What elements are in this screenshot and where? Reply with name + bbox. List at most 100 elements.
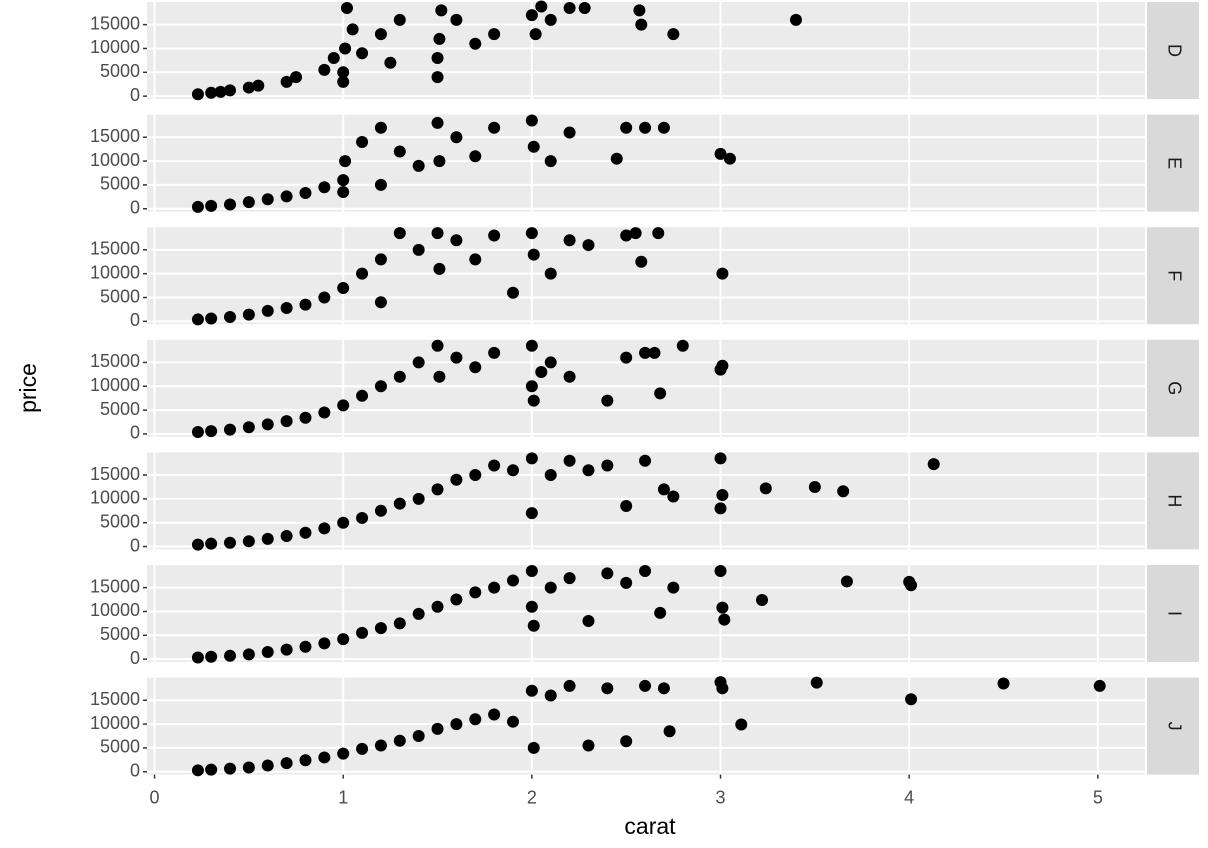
x-axis-title: carat xyxy=(624,813,676,839)
point xyxy=(905,579,918,592)
panel-background xyxy=(147,227,1145,325)
point xyxy=(191,538,204,551)
point xyxy=(525,507,538,520)
point xyxy=(393,734,406,747)
point xyxy=(654,606,667,619)
point xyxy=(714,452,727,465)
y-tick-label: 0 xyxy=(130,760,140,780)
point xyxy=(393,13,406,26)
point xyxy=(337,75,350,88)
y-tick-label: 0 xyxy=(130,310,140,330)
point xyxy=(299,411,312,424)
point xyxy=(563,454,576,467)
point xyxy=(412,356,425,369)
point xyxy=(525,227,538,240)
point xyxy=(318,751,331,764)
point xyxy=(205,199,218,212)
point xyxy=(620,735,633,748)
point xyxy=(544,581,557,594)
y-tick-label: 15000 xyxy=(90,351,140,371)
point xyxy=(431,227,444,240)
point xyxy=(525,600,538,613)
panel-background xyxy=(147,452,1145,550)
point xyxy=(280,301,293,314)
point xyxy=(527,140,540,153)
point xyxy=(280,530,293,543)
point xyxy=(374,504,387,517)
point xyxy=(450,718,463,731)
y-tick-label: 10000 xyxy=(90,262,140,282)
y-tick-label: 15000 xyxy=(90,689,140,709)
point xyxy=(469,713,482,726)
point xyxy=(337,399,350,412)
point xyxy=(393,227,406,240)
point xyxy=(337,66,350,79)
point xyxy=(450,593,463,606)
point xyxy=(337,633,350,646)
point xyxy=(544,689,557,702)
point xyxy=(563,1,576,14)
point xyxy=(205,425,218,438)
point xyxy=(374,622,387,635)
panel-background xyxy=(147,2,1145,99)
point xyxy=(620,576,633,589)
point xyxy=(280,415,293,428)
point xyxy=(393,370,406,383)
point xyxy=(450,234,463,247)
point xyxy=(529,28,542,41)
strip-text: J xyxy=(1164,722,1184,731)
point xyxy=(299,187,312,200)
point xyxy=(356,267,369,280)
point xyxy=(431,722,444,735)
point xyxy=(435,4,448,17)
point xyxy=(525,452,538,465)
strip-text: H xyxy=(1164,494,1184,507)
point xyxy=(527,741,540,754)
point xyxy=(242,535,255,548)
point xyxy=(667,28,680,41)
point xyxy=(261,418,274,431)
point xyxy=(374,739,387,752)
point xyxy=(840,575,853,588)
strip-text: D xyxy=(1164,44,1184,57)
point xyxy=(433,370,446,383)
point xyxy=(563,572,576,585)
y-tick-label: 10000 xyxy=(90,713,140,733)
y-tick-label: 5000 xyxy=(100,174,140,194)
point xyxy=(667,490,680,503)
point xyxy=(280,75,293,88)
point xyxy=(205,650,218,663)
point xyxy=(450,351,463,364)
point xyxy=(718,613,731,626)
strip-background xyxy=(1147,339,1199,437)
point xyxy=(582,464,595,477)
point xyxy=(488,229,501,242)
strip-text: G xyxy=(1164,381,1184,395)
point xyxy=(242,308,255,321)
point xyxy=(431,600,444,613)
point xyxy=(527,619,540,632)
point xyxy=(224,536,237,549)
point xyxy=(544,13,557,26)
strip-background xyxy=(1147,227,1199,325)
point xyxy=(337,747,350,760)
point xyxy=(431,71,444,84)
y-axis-title: price xyxy=(15,363,41,413)
point xyxy=(374,28,387,41)
point xyxy=(667,581,680,594)
point xyxy=(544,469,557,482)
x-tick-label: 2 xyxy=(527,787,537,807)
point xyxy=(242,421,255,434)
y-tick-label: 0 xyxy=(130,423,140,443)
y-tick-label: 10000 xyxy=(90,37,140,57)
point xyxy=(393,617,406,630)
point xyxy=(431,339,444,352)
point xyxy=(280,190,293,203)
point xyxy=(639,564,652,577)
point xyxy=(639,346,652,359)
point xyxy=(563,234,576,247)
point xyxy=(525,564,538,577)
point xyxy=(488,708,501,721)
point xyxy=(340,1,353,14)
